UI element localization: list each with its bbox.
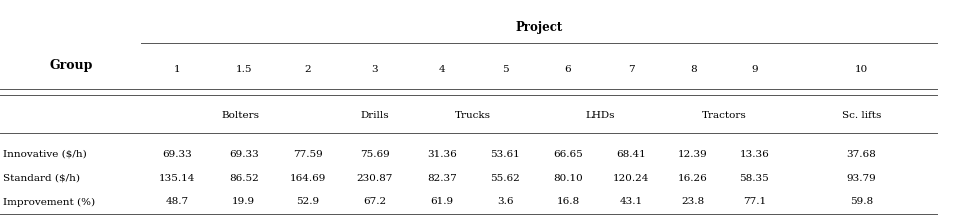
Text: Bolters: Bolters <box>222 111 260 120</box>
Text: 48.7: 48.7 <box>165 197 188 206</box>
Text: 69.33: 69.33 <box>228 150 259 159</box>
Text: 7: 7 <box>628 65 635 74</box>
Text: 3: 3 <box>372 65 378 74</box>
Text: 43.1: 43.1 <box>619 197 643 206</box>
Text: 68.41: 68.41 <box>617 150 646 159</box>
Text: 77.59: 77.59 <box>293 150 323 159</box>
Text: 37.68: 37.68 <box>846 150 877 159</box>
Text: 93.79: 93.79 <box>846 174 877 183</box>
Text: 9: 9 <box>751 65 757 74</box>
Text: Tractors: Tractors <box>703 111 747 120</box>
Text: 61.9: 61.9 <box>430 197 453 206</box>
Text: 86.52: 86.52 <box>228 174 259 183</box>
Text: 6: 6 <box>565 65 571 74</box>
Text: 230.87: 230.87 <box>357 174 393 183</box>
Text: 120.24: 120.24 <box>613 174 650 183</box>
Text: 82.37: 82.37 <box>426 174 457 183</box>
Text: 58.35: 58.35 <box>739 174 770 183</box>
Text: 5: 5 <box>502 65 509 74</box>
Text: 67.2: 67.2 <box>363 197 386 206</box>
Text: Group: Group <box>49 59 93 72</box>
Text: 59.8: 59.8 <box>850 197 873 206</box>
Text: 12.39: 12.39 <box>678 150 708 159</box>
Text: 75.69: 75.69 <box>359 150 390 159</box>
Text: 66.65: 66.65 <box>553 150 583 159</box>
Text: Sc. lifts: Sc. lifts <box>841 111 881 120</box>
Text: 1.5: 1.5 <box>235 65 252 74</box>
Text: 52.9: 52.9 <box>296 197 319 206</box>
Text: 13.36: 13.36 <box>739 150 770 159</box>
Text: 10: 10 <box>855 65 868 74</box>
Text: 16.8: 16.8 <box>556 197 579 206</box>
Text: 3.6: 3.6 <box>497 197 513 206</box>
Text: 1: 1 <box>174 65 180 74</box>
Text: 19.9: 19.9 <box>232 197 255 206</box>
Text: Trucks: Trucks <box>455 111 490 120</box>
Text: 77.1: 77.1 <box>743 197 766 206</box>
Text: 55.62: 55.62 <box>490 174 520 183</box>
Text: 2: 2 <box>305 65 311 74</box>
Text: 16.26: 16.26 <box>678 174 708 183</box>
Text: Innovative ($/h): Innovative ($/h) <box>3 150 87 159</box>
Text: Standard ($/h): Standard ($/h) <box>3 174 80 183</box>
Text: 53.61: 53.61 <box>490 150 520 159</box>
Text: 31.36: 31.36 <box>426 150 457 159</box>
Text: 164.69: 164.69 <box>290 174 326 183</box>
Text: 23.8: 23.8 <box>682 197 705 206</box>
Text: Improvement (%): Improvement (%) <box>3 197 95 206</box>
Text: Project: Project <box>515 21 563 33</box>
Text: LHDs: LHDs <box>585 111 615 120</box>
Text: 80.10: 80.10 <box>553 174 583 183</box>
Text: 135.14: 135.14 <box>159 174 195 183</box>
Text: 4: 4 <box>439 65 445 74</box>
Text: Drills: Drills <box>360 111 389 120</box>
Text: 69.33: 69.33 <box>162 150 192 159</box>
Text: 8: 8 <box>690 65 696 74</box>
